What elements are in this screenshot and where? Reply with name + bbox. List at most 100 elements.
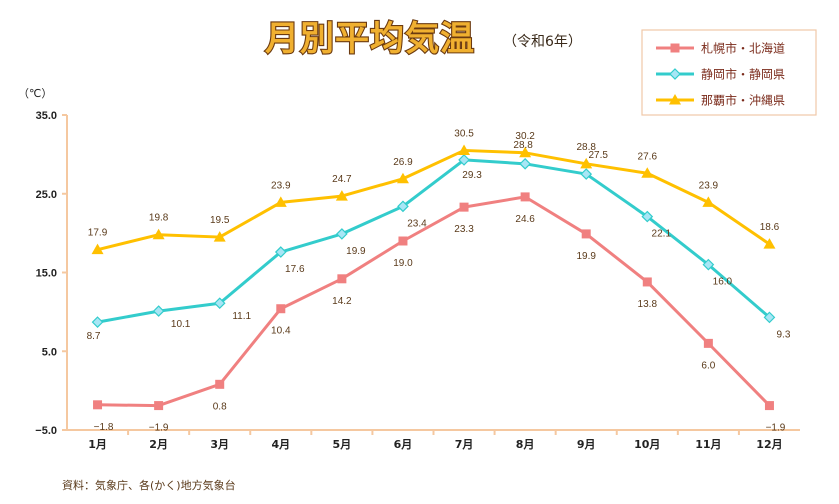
series-layer xyxy=(91,144,776,411)
data-point-shizuoka xyxy=(213,297,226,310)
data-label-sapporo: 10.4 xyxy=(271,326,291,337)
x-tick-label: 8月 xyxy=(516,438,535,451)
data-label-naha: 24.7 xyxy=(332,174,352,185)
data-label-shizuoka: 9.3 xyxy=(777,329,791,340)
data-point-naha xyxy=(702,196,715,207)
data-label-naha: 17.9 xyxy=(88,228,108,239)
data-point-shizuoka xyxy=(702,258,715,271)
data-label-shizuoka: 27.5 xyxy=(588,150,608,161)
data-label-naha: 26.9 xyxy=(393,157,413,168)
legend-swatch-marker xyxy=(669,94,681,105)
legend-item-sapporo: 札幌市・北海道 xyxy=(656,41,785,56)
series-line-sapporo xyxy=(97,195,771,408)
x-tick-label: 5月 xyxy=(333,438,352,451)
data-label-shizuoka: 19.9 xyxy=(346,246,366,257)
legend-label: 札幌市・北海道 xyxy=(701,41,785,56)
data-point-sapporo xyxy=(581,229,591,239)
data-label-naha: 19.5 xyxy=(210,215,230,226)
data-point-sapporo xyxy=(398,236,408,246)
y-tick-label: 5.0 xyxy=(42,346,57,358)
data-point-shizuoka xyxy=(152,305,165,317)
data-label-naha: 30.2 xyxy=(515,131,535,142)
x-tick-label: 4月 xyxy=(271,438,290,451)
data-point-shizuoka xyxy=(519,157,531,170)
series-line-naha xyxy=(97,148,771,252)
data-label-sapporo: −1.9 xyxy=(766,423,786,434)
x-tick-label: 11月 xyxy=(695,438,721,451)
series-line-shizuoka xyxy=(97,158,771,324)
x-tick-label: 12月 xyxy=(756,438,782,451)
data-label-sapporo: 6.0 xyxy=(701,360,715,371)
data-label-sapporo: 19.0 xyxy=(393,258,413,269)
x-tick-label: 2月 xyxy=(149,438,168,451)
data-point-shizuoka xyxy=(458,154,470,166)
chart-title: 月別平均気温 xyxy=(265,19,475,59)
data-label-naha: 19.8 xyxy=(149,213,169,224)
data-label-shizuoka: 23.4 xyxy=(407,218,427,229)
data-label-naha: 30.5 xyxy=(454,128,474,139)
data-point-naha xyxy=(396,172,409,184)
data-point-naha xyxy=(641,167,654,178)
data-label-naha: 27.6 xyxy=(638,151,658,162)
data-point-sapporo xyxy=(337,274,347,284)
legend-swatch-marker xyxy=(669,68,681,80)
data-point-naha xyxy=(213,231,226,242)
data-point-sapporo xyxy=(215,379,225,389)
chart-subtitle: （令和6年） xyxy=(503,34,582,50)
data-label-sapporo: 23.3 xyxy=(454,224,474,235)
x-tick-label: 7月 xyxy=(455,438,474,451)
x-tick-label: 9月 xyxy=(577,438,596,451)
data-label-naha: 28.8 xyxy=(576,142,596,153)
data-label-naha: 18.6 xyxy=(760,222,780,233)
data-point-naha xyxy=(274,196,287,207)
data-label-shizuoka: 11.1 xyxy=(232,311,251,322)
data-point-naha xyxy=(152,228,165,240)
data-point-sapporo xyxy=(93,400,103,410)
data-point-sapporo xyxy=(520,192,530,202)
data-label-sapporo: 24.6 xyxy=(515,214,535,225)
data-label-shizuoka: 22.1 xyxy=(652,229,672,240)
chart-axes: −5.0 5.0 15.0 25.0 35.0 1月 2月 3月 4月 5月 6月 7月 8月 9月 10月… xyxy=(35,110,800,451)
data-point-naha xyxy=(763,238,776,249)
legend-item-shizuoka: 静岡市・静岡県 xyxy=(656,67,785,82)
legend-item-naha: 那覇市・沖縄県 xyxy=(656,93,785,108)
data-label-shizuoka: 8.7 xyxy=(87,331,101,342)
data-label-naha: 23.9 xyxy=(271,180,291,191)
data-point-naha xyxy=(580,157,593,169)
data-point-sapporo xyxy=(459,202,469,212)
legend-swatch-marker xyxy=(670,43,680,53)
data-label-shizuoka: 28.8 xyxy=(513,140,533,151)
series-shizuoka xyxy=(91,154,776,328)
data-point-sapporo xyxy=(764,401,774,411)
series-sapporo xyxy=(93,192,774,411)
y-axis-unit: （℃） xyxy=(18,87,52,100)
data-point-sapporo xyxy=(642,277,652,287)
data-point-sapporo xyxy=(703,338,713,348)
data-label-sapporo: −1.8 xyxy=(94,422,114,433)
data-point-sapporo xyxy=(154,401,164,411)
legend-label: 静岡市・静岡県 xyxy=(701,67,785,82)
data-label-sapporo: 14.2 xyxy=(332,296,352,307)
y-tick-label: 15.0 xyxy=(36,268,57,280)
y-tick-label: 35.0 xyxy=(36,110,57,122)
data-point-shizuoka xyxy=(580,168,593,180)
y-tick-label: 25.0 xyxy=(36,189,57,201)
data-point-shizuoka xyxy=(763,311,776,324)
data-label-sapporo: −1.9 xyxy=(149,423,169,434)
series-naha xyxy=(91,144,776,255)
data-point-shizuoka xyxy=(641,210,654,223)
x-tick-label: 6月 xyxy=(394,438,413,451)
data-label-naha: 23.9 xyxy=(699,180,719,191)
data-point-naha xyxy=(519,146,532,158)
data-label-sapporo: 0.8 xyxy=(213,401,227,412)
data-label-shizuoka: 17.6 xyxy=(285,264,305,275)
data-point-sapporo xyxy=(276,304,286,314)
data-point-shizuoka xyxy=(397,200,409,213)
data-label-sapporo: 19.9 xyxy=(576,251,596,262)
x-tick-label: 3月 xyxy=(210,438,229,451)
data-label-shizuoka: 16.0 xyxy=(713,277,733,288)
x-tick-label: 1月 xyxy=(88,438,107,451)
